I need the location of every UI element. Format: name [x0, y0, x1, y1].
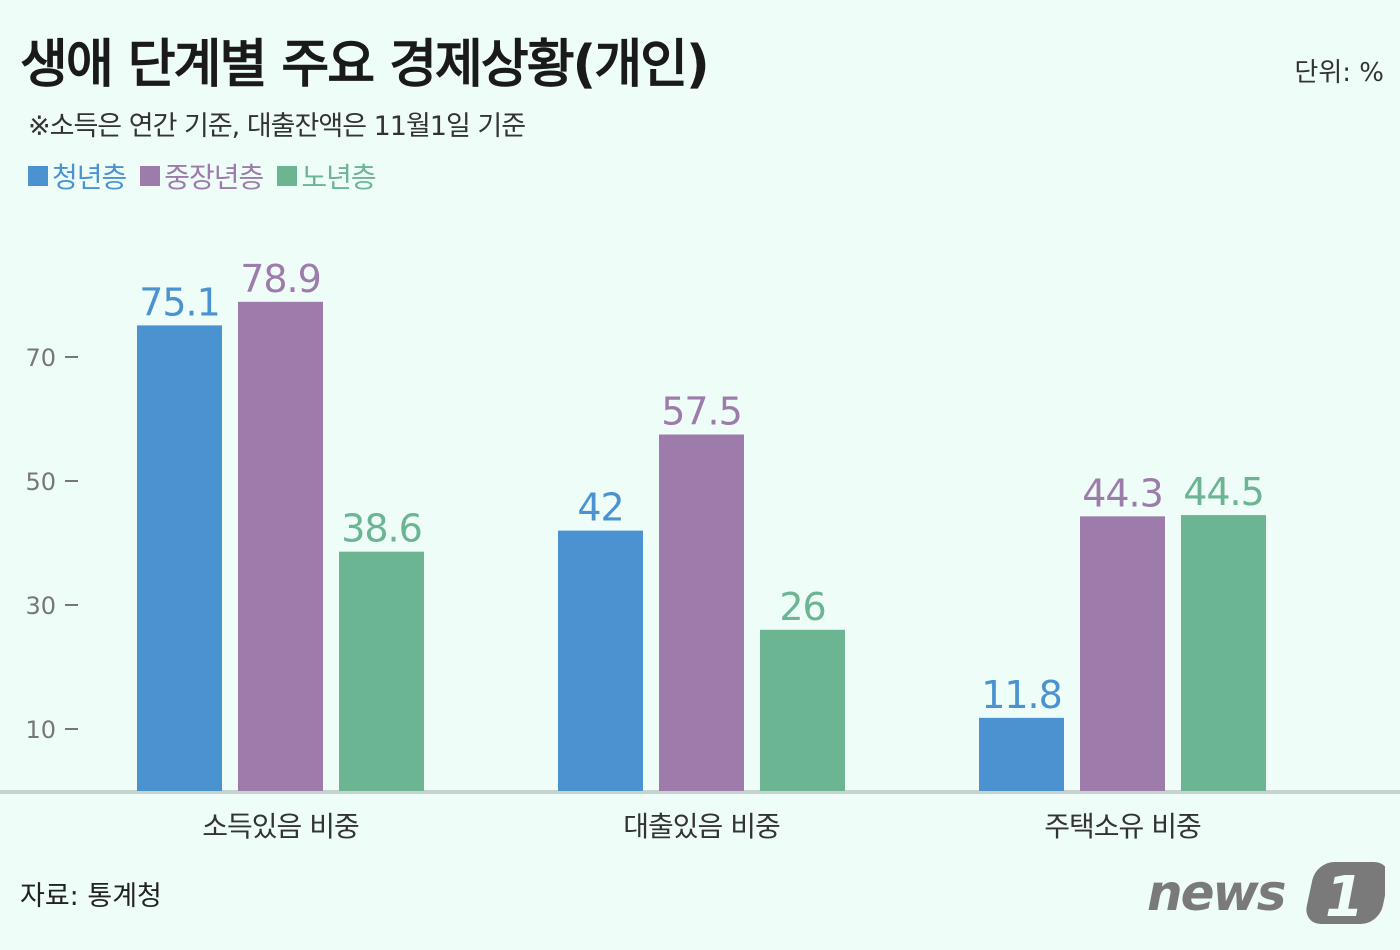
svg-text:news: news	[1147, 864, 1285, 922]
legend: 청년층 중장년층 노년층	[28, 156, 377, 196]
bar	[339, 551, 424, 791]
news1-logo: news 1	[1147, 862, 1385, 928]
bar	[1181, 515, 1266, 791]
bar	[137, 325, 222, 791]
unit-label: 단위: %	[1294, 58, 1384, 88]
legend-label: 노년층	[301, 161, 376, 194]
y-tick-label: 30	[25, 592, 56, 620]
data-label: 38.6	[341, 507, 422, 551]
data-label: 44.3	[1082, 471, 1163, 515]
legend-item-middle: 중장년층	[140, 156, 264, 196]
legend-item-senior: 노년층	[277, 156, 377, 196]
bar	[760, 629, 845, 791]
subtitle: ※소득은 연간 기준, 대출잔액은 11월1일 기준	[28, 111, 526, 142]
legend-item-youth: 청년층	[28, 156, 127, 196]
legend-label: 중장년층	[164, 161, 264, 194]
data-label: 42	[577, 486, 623, 530]
source-label: 자료: 통계청	[20, 881, 162, 912]
bar	[238, 301, 323, 791]
data-label: 11.8	[981, 673, 1062, 717]
data-label: 26	[779, 585, 825, 629]
x-tick-label: 주택소유 비중	[1044, 810, 1201, 843]
legend-label: 청년층	[52, 161, 127, 194]
data-label: 57.5	[661, 390, 742, 434]
x-tick-label: 소득있음 비중	[202, 810, 359, 843]
data-label: 75.1	[139, 280, 220, 324]
bar	[1080, 516, 1165, 791]
y-tick-label: 70	[25, 344, 56, 372]
data-label: 44.5	[1183, 470, 1264, 514]
svg-text:1: 1	[1325, 865, 1364, 928]
y-tick-label: 50	[25, 468, 56, 496]
data-label: 78.9	[240, 257, 321, 301]
y-tick-label: 10	[25, 716, 56, 744]
bar	[659, 434, 744, 791]
chart-title: 생애 단계별 주요 경제상황(개인)	[20, 35, 710, 95]
x-tick-label: 대출있음 비중	[623, 810, 780, 843]
bar	[979, 717, 1064, 791]
bar	[558, 530, 643, 791]
